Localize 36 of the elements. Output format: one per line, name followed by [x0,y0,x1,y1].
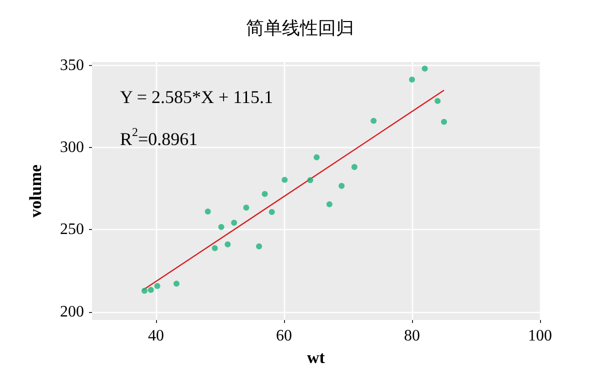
point [231,220,238,226]
point [268,209,275,216]
x-tick-label: 80 [404,328,420,344]
point [212,245,218,252]
point [422,66,428,72]
point [148,286,154,293]
point [351,164,358,170]
point [218,224,224,230]
point [224,241,231,248]
point [370,118,377,124]
point [256,243,262,250]
point [434,98,441,104]
point [338,182,345,189]
point [314,154,320,160]
point [307,177,314,184]
point [204,208,211,215]
point [243,204,250,211]
y-axis-title: volume [26,164,45,218]
y-tick-label: 250 [60,221,84,238]
x-axis-title: wt [307,348,326,367]
point [441,118,447,125]
y-tick-label: 200 [60,303,84,320]
y-tick-label: 350 [60,56,84,74]
x-tick-label: 60 [276,328,292,344]
point [326,201,332,208]
x-tick-label: 40 [148,328,164,344]
point [262,190,268,197]
point [409,76,415,83]
point [173,280,180,287]
point [141,288,148,294]
annotation: Y = 2.585*X + 115.1 [120,87,273,107]
chart-title: 简单线性回归 [246,18,354,38]
x-tick-label: 100 [528,328,552,344]
point [154,282,160,289]
point [282,176,288,183]
y-tick-label: 300 [60,138,84,156]
